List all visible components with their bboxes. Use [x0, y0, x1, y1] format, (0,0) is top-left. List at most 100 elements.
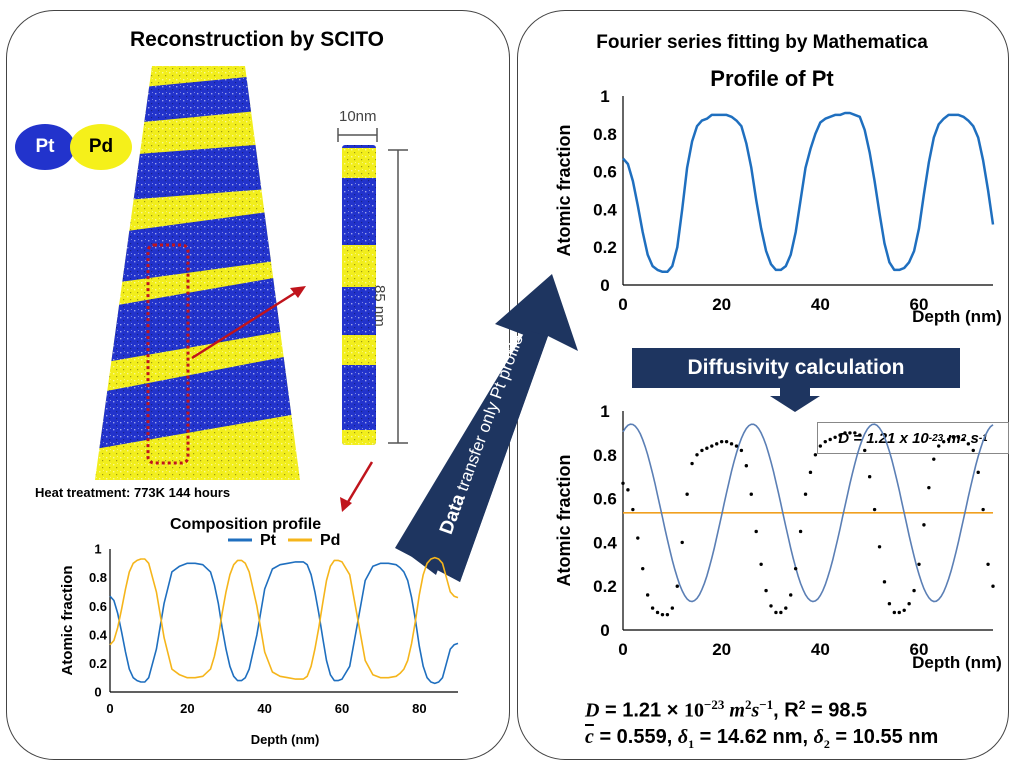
chart2-data-point [828, 437, 832, 442]
chart2-data-point [882, 580, 887, 584]
chart0-xtick-label: 20 [180, 701, 194, 716]
chart2-data-point [685, 492, 689, 496]
eq-d2-val: = 10.55 nm [829, 726, 939, 748]
chart2-data-point [823, 439, 827, 444]
chart1-xtick-label: 20 [712, 295, 731, 314]
chart2-data-point [793, 566, 798, 571]
chart2-data-point [798, 529, 803, 534]
chart2-data-point [818, 444, 823, 448]
chart0-ytick-label: 1 [94, 542, 101, 557]
chart2-data-point [739, 448, 744, 453]
chart2-data-point [937, 444, 941, 448]
chart0-ytick-label: 0.4 [89, 627, 108, 642]
chart2-data-point [719, 439, 724, 444]
width-scale-label: 10nm [339, 108, 377, 125]
d-box-unit2-exp: -1 [978, 432, 988, 444]
eq-d1: δ [677, 726, 689, 748]
chart2-data-point [961, 437, 966, 442]
chart2-y-axis-label: Atomic fraction [554, 454, 574, 586]
chart2-data-point [670, 606, 675, 610]
chart2-data-point [956, 435, 961, 439]
chart2-data-point [744, 464, 749, 468]
eq-d2-sub: 2 [823, 737, 830, 751]
chart2-ytick-label: 0.2 [593, 577, 617, 596]
chart1-ytick-label: 1 [600, 87, 609, 106]
eq-unit-exp: 2 [744, 697, 752, 712]
chart2-data-point [932, 457, 936, 461]
chart2-data-point [759, 562, 763, 566]
chart0-legend-label-pd: Pd [320, 532, 340, 549]
chart2-xtick-label: 60 [910, 640, 929, 659]
chart2-ytick-label: 0.6 [593, 490, 617, 509]
chart2-data-point [858, 433, 862, 437]
d-box-exp: -23 [928, 432, 944, 444]
chart2-data-point [976, 470, 980, 475]
chart1-xtick-label: 60 [910, 295, 929, 314]
chart2-x-axis-label: Depth (nm) [912, 653, 1002, 672]
eq-d: D [585, 699, 600, 722]
chart1-ytick-label: 0.4 [593, 200, 617, 219]
chart2-data-point [734, 444, 739, 448]
chart2-data-point [769, 604, 773, 608]
chart2-data-point [621, 481, 625, 485]
chart2-data-point [636, 536, 640, 540]
chart0-xtick-label: 80 [412, 701, 426, 716]
chart2-data-point [645, 593, 650, 597]
chart0-ytick-label: 0.8 [89, 570, 107, 585]
chart0-series-line-pd [109, 556, 459, 680]
chart2-data-point [660, 612, 665, 617]
chart0-xtick-label: 40 [257, 701, 271, 716]
chart2-data-point [813, 453, 818, 457]
chart0-xtick-label: 60 [335, 701, 349, 716]
chart2-data-point [917, 562, 921, 566]
chart1-xtick-label: 40 [811, 295, 830, 314]
diffusivity-banner: Diffusivity calculation [632, 348, 960, 388]
chart2-data-point [912, 588, 916, 593]
chart1-x-axis-label: Depth (nm) [912, 307, 1002, 326]
chart2-ytick-label: 0.4 [593, 533, 617, 552]
eq-r-exp: 2 [798, 698, 806, 712]
eq-pow: 10 [683, 699, 704, 722]
chart1-y-axis-label: Atomic fraction [554, 124, 574, 256]
chart2-xtick-label: 40 [811, 640, 830, 659]
eq-d2: δ [813, 726, 824, 748]
chart1-ytick-label: 0.2 [593, 238, 617, 257]
chart2-data-point [981, 507, 985, 512]
chart2-data-point [650, 606, 655, 610]
chart2-data-point [700, 448, 704, 453]
chart2-data-point [749, 492, 753, 496]
chart0-ytick-label: 0.6 [89, 599, 107, 614]
chart2-data-point [695, 453, 699, 457]
eq-d1-val: = 14.62 nm, [694, 726, 814, 748]
chart2-data-point [690, 461, 694, 466]
chart2-data-point [803, 492, 808, 496]
fit-parameters: c = 0.559, δ1 = 14.62 nm, δ2 = 10.55 nm [585, 726, 938, 752]
chart0-ytick-label: 0 [94, 685, 101, 700]
chart2-data-point [902, 608, 906, 612]
eq-r-val: = 98.5 [805, 699, 868, 722]
chart2-data-point [986, 562, 990, 566]
chart2-data-point [922, 523, 926, 527]
chart1-xtick-label: 0 [618, 295, 627, 314]
chart1-ytick-label: 0.6 [593, 163, 617, 182]
chart1-series-line-pt [622, 111, 995, 274]
chart2-data-point [971, 448, 975, 453]
eq-d1-sub: 1 [688, 737, 695, 751]
diffusivity-equation: D = 1.21 × 10−23 m2s−1, R2 = 98.5 [585, 697, 867, 723]
eq-s: s [751, 699, 760, 722]
chart2-ytick-label: 0 [600, 621, 609, 640]
chart2-data-point [927, 485, 931, 490]
chart2-data-point [754, 529, 758, 534]
chart2-data-point [941, 439, 946, 444]
eq-s-exp: −1 [759, 697, 774, 712]
chart0-legend-label-pt: Pt [260, 532, 277, 549]
left-panel-title: Reconstruction by SCITO [130, 28, 384, 51]
chart2-data-point [710, 444, 714, 448]
eq-r: , R [773, 699, 799, 722]
chart0-y-axis-label: Atomic fraction [59, 565, 76, 675]
chart2-xtick-label: 0 [618, 640, 627, 659]
chart2-data-point [991, 584, 995, 588]
chart2-data-point [675, 584, 679, 588]
chart2-data-point [867, 475, 872, 479]
chart0-xtick-label: 0 [106, 701, 113, 716]
